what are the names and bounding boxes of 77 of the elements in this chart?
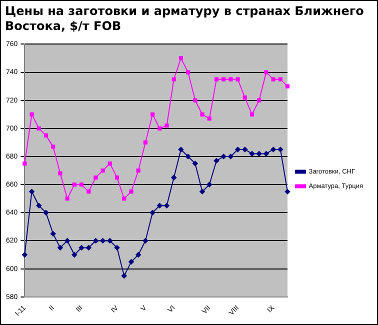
point <box>22 161 27 166</box>
chart-title: Цены на заготовки и арматуру в странах Ближнего Востока, $/т FOB <box>5 4 365 34</box>
point <box>78 245 84 250</box>
point <box>50 231 56 236</box>
point <box>172 77 176 82</box>
point <box>114 245 120 250</box>
point <box>51 144 56 149</box>
point <box>114 176 120 180</box>
point <box>44 133 48 138</box>
point <box>242 95 247 100</box>
point <box>43 210 49 216</box>
point <box>214 158 220 164</box>
point <box>164 202 170 208</box>
point <box>250 112 254 116</box>
point <box>36 202 42 208</box>
point <box>108 161 112 166</box>
point <box>94 176 98 180</box>
point <box>242 146 248 152</box>
point <box>150 210 156 216</box>
point <box>270 146 276 152</box>
point <box>264 151 269 156</box>
point <box>150 112 155 116</box>
point <box>86 190 91 194</box>
point <box>143 140 148 145</box>
point <box>93 238 98 244</box>
point <box>284 188 290 194</box>
point <box>285 84 290 88</box>
point <box>206 182 212 188</box>
point <box>121 273 127 279</box>
point <box>257 98 262 102</box>
point <box>100 238 106 244</box>
point <box>129 190 134 194</box>
point <box>264 70 268 74</box>
point <box>235 146 240 152</box>
point <box>278 146 284 152</box>
point <box>142 238 148 244</box>
point <box>200 188 205 194</box>
point <box>72 182 76 187</box>
point <box>30 112 34 116</box>
point <box>107 238 113 244</box>
point <box>100 168 105 173</box>
point <box>136 252 142 258</box>
point <box>58 171 62 176</box>
point <box>228 77 233 82</box>
point <box>136 168 140 173</box>
point <box>278 77 282 82</box>
point <box>158 126 162 130</box>
point <box>64 238 70 244</box>
point <box>185 154 191 160</box>
point <box>58 245 63 250</box>
point <box>156 202 162 208</box>
point <box>164 124 169 128</box>
point <box>79 182 84 187</box>
point <box>178 146 184 152</box>
point <box>29 188 34 194</box>
point <box>171 174 177 180</box>
point <box>256 151 262 156</box>
point <box>193 98 198 102</box>
point <box>72 252 78 258</box>
point <box>186 70 190 74</box>
point <box>236 77 240 82</box>
point <box>271 77 276 82</box>
point <box>192 160 198 166</box>
point <box>220 154 226 160</box>
point <box>214 77 219 82</box>
point <box>65 196 70 201</box>
point <box>222 77 226 82</box>
point <box>128 259 134 264</box>
point <box>22 252 28 258</box>
point <box>36 126 41 130</box>
point <box>178 56 184 60</box>
point <box>207 116 212 121</box>
point <box>122 196 126 201</box>
point <box>200 112 204 116</box>
point <box>228 154 234 160</box>
point <box>86 245 92 250</box>
point <box>249 151 255 156</box>
